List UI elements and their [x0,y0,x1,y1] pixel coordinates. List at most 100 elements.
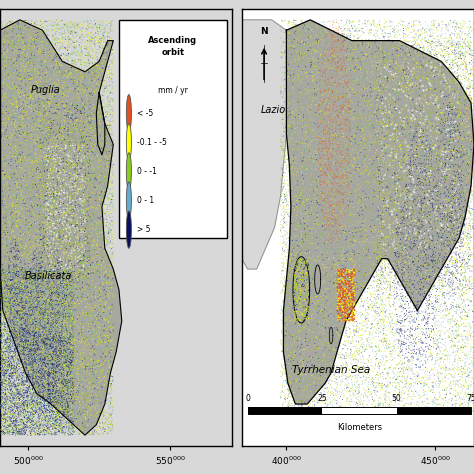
Point [18,365,26,372]
Point [430,35,438,42]
Point [73,155,81,163]
Point [398,147,406,155]
Point [39,157,47,165]
Point [69,125,76,133]
Point [89,196,96,204]
Point [441,286,449,293]
Point [279,347,286,355]
Point [18,363,26,371]
Point [439,59,447,66]
Point [311,333,319,340]
Point [338,133,346,140]
Point [460,149,468,157]
Point [107,334,114,341]
Point [15,137,22,145]
Point [438,52,446,60]
Point [6,423,14,431]
Point [14,425,22,433]
Point [415,160,423,168]
Point [47,327,55,335]
Point [65,110,73,118]
Point [67,144,75,151]
Point [13,423,20,430]
Point [346,387,354,394]
Point [384,209,392,217]
Point [15,374,23,381]
Point [20,111,27,118]
Point [381,258,388,265]
Point [62,302,70,310]
Point [18,174,26,182]
Point [98,290,106,297]
Point [13,325,20,333]
Point [325,154,333,161]
Point [65,106,73,114]
Point [297,17,305,24]
Point [389,236,396,243]
Point [382,78,390,86]
Point [300,118,307,125]
Point [55,33,63,40]
Point [22,279,29,287]
Point [31,48,39,55]
Point [343,68,350,76]
Point [293,85,301,93]
Point [76,83,83,91]
Point [294,25,301,32]
Point [348,124,356,132]
Point [22,337,29,344]
Point [46,76,54,84]
Point [349,48,357,55]
Point [49,357,56,365]
Point [449,233,457,240]
Point [381,248,389,255]
Point [383,247,390,255]
Point [58,234,66,242]
Point [12,283,20,290]
Point [320,99,328,106]
Point [37,382,45,390]
Point [314,396,321,403]
Point [55,229,63,237]
Point [447,113,455,121]
Point [301,304,309,312]
Point [350,221,357,229]
Point [57,337,64,345]
Point [27,68,35,76]
Point [0,269,8,276]
Point [36,195,44,203]
Point [31,386,39,393]
Point [73,213,81,221]
Point [425,156,432,164]
Point [280,261,287,269]
Point [320,295,328,303]
Point [351,135,359,143]
Point [83,78,91,85]
Point [101,305,109,312]
Point [393,65,401,73]
Point [28,182,36,190]
Point [22,310,29,318]
Point [79,285,87,292]
Point [337,61,345,69]
Point [417,98,424,106]
Point [57,268,65,275]
Point [103,187,111,195]
Point [61,334,68,342]
Point [71,308,78,315]
Point [448,177,456,184]
Point [461,95,468,103]
Point [57,414,65,421]
Point [379,273,387,281]
Point [72,234,79,242]
Point [19,50,27,57]
Point [65,241,73,248]
Point [72,253,79,260]
Point [63,127,71,134]
Point [23,205,31,213]
Point [41,335,49,342]
Point [82,164,89,172]
Point [85,153,92,160]
Point [327,27,335,34]
Point [41,343,48,350]
